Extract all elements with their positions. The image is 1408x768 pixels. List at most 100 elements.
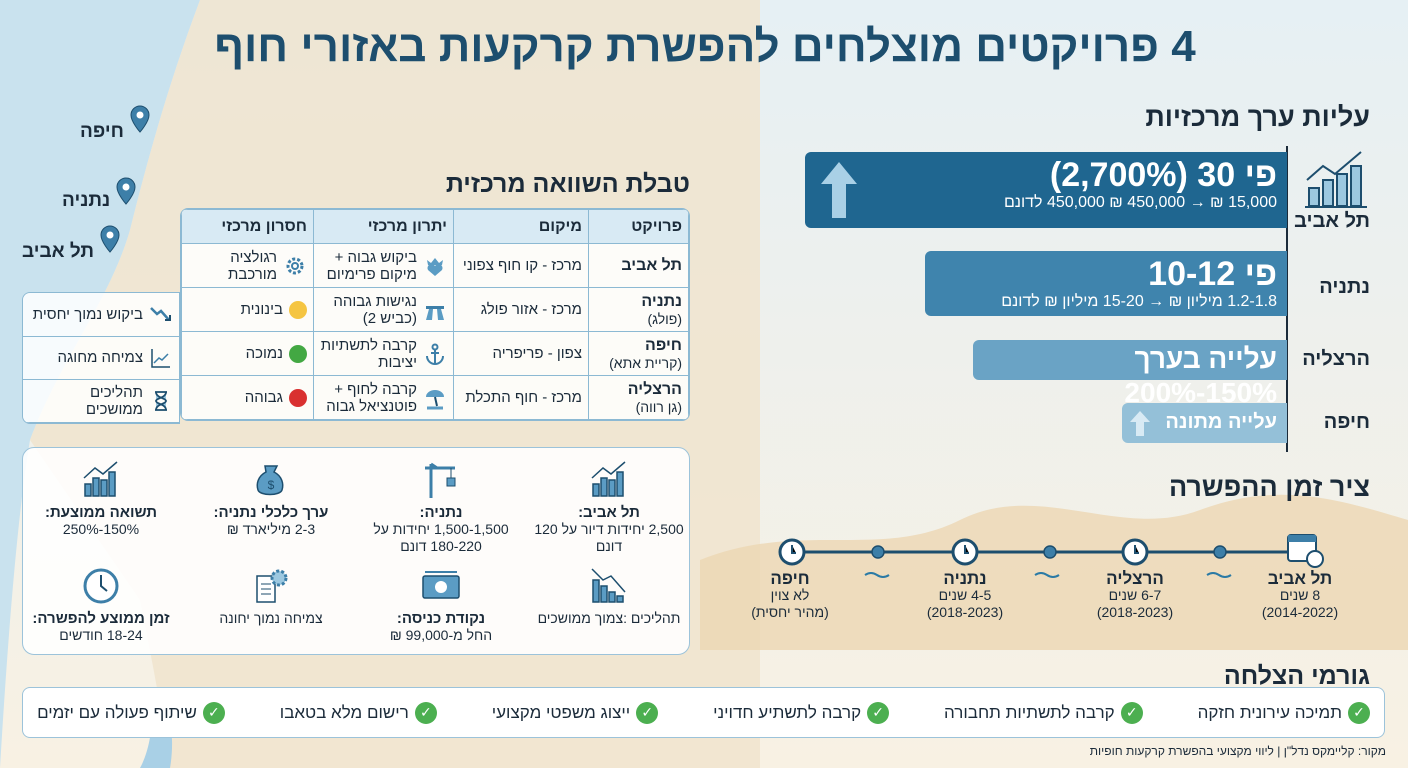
cell-location: מרכז - אזור פולג [453, 287, 589, 332]
check-icon: ✓ [414, 701, 437, 724]
timeline-item: נתניה 4-5 שנים (2018-2023) [926, 569, 1004, 620]
map-pin-tel-aviv: תל אביב [22, 215, 122, 263]
timeline-dot [1213, 545, 1227, 559]
cell-project: חיפה (קריית אתא) [588, 331, 689, 376]
stat-item: זמן ממוצע להפשרה: 18-24 חודשים [21, 566, 181, 644]
hourglass-icon [155, 390, 167, 411]
crane-icon [425, 462, 456, 498]
success-factor: ✓ ייצוג משפטי מקצועי [492, 701, 659, 724]
table-row: הרצליה (גן רווה) מרכז - חוף התכלת קרבה לח… [181, 375, 689, 420]
trend-down-icon [150, 307, 171, 322]
status-dot-icon [289, 300, 307, 319]
highway-icon [426, 305, 444, 320]
success-factor: ✓ רישום מלא בטאבו [280, 701, 437, 724]
success-factor: ✓ שיתוף פעולה עם יזמים [37, 701, 225, 724]
header-project: פרויקט [588, 209, 689, 244]
header-disadvantage: חסרון מרכזי [181, 209, 314, 244]
bar-chart-up-icon [83, 461, 118, 497]
crown-heart-icon [427, 257, 443, 276]
extra-row: ביקוש נמוך יחסית [23, 293, 179, 337]
timeline-axis [778, 534, 1324, 578]
map-pin-haifa: חיפה [80, 95, 152, 143]
stat-item: תהליכים :צמוך ממושכים [529, 566, 689, 627]
svg-text:$: $ [268, 478, 275, 492]
bar-city-label: הרצליה [1302, 348, 1370, 370]
cell-disadvantage: נמוכה [181, 331, 314, 376]
check-icon: ✓ [867, 701, 890, 724]
success-factor: ✓ תמיכה עירונית חזקה [1198, 701, 1370, 724]
timeline-dot [871, 545, 885, 559]
arrow-up-icon [821, 162, 857, 218]
arrow-up-icon [1130, 411, 1150, 436]
cell-advantage: קרבה לתשתיות יציבות [313, 331, 454, 376]
timeline-title: ציר זמן ההפשרה [1168, 472, 1370, 502]
factors-title: גורמי הצלחה [1223, 662, 1370, 690]
stat-item: נתניה: 1,500-1,500 יחידות על 180-220 דונם [361, 460, 521, 555]
stat-item: תל אביב: 2,500 יחידות דיור על 120 דונם [529, 460, 689, 555]
cell-location: מרכז - חוף התכלת [453, 375, 589, 420]
bar-chart-up-icon [591, 461, 626, 497]
anchor-icon [426, 343, 444, 365]
value-bar: עלייה מתונה [1122, 403, 1287, 443]
cell-disadvantage: רגולציה מורכבת [181, 243, 314, 288]
header-advantage: יתרון מרכזי [313, 209, 454, 244]
check-icon: ✓ [1348, 701, 1370, 724]
timeline-item: חיפה לא צוין (מהיר יחסית) [751, 569, 829, 620]
value-rise-title: עליות ערך מרכזיות [1145, 102, 1370, 132]
cell-location: מרכז - קו חוף צפוני [453, 243, 589, 288]
bar-chart-down-icon [591, 568, 626, 603]
timeline-dot [1043, 545, 1057, 559]
extra-row: צמיחה מחוגה [23, 336, 179, 380]
stat-item: תשואה ממוצעת: 150%-250% [21, 460, 181, 538]
page-title: 4 פרויקטים מוצלחים להפשרת קרקעות באזורי … [214, 22, 1196, 71]
table-row: נתניה (פולג) מרכז - אזור פולג נגישות גבוה… [181, 287, 689, 332]
calendar-icon [1287, 534, 1324, 568]
status-dot-icon [289, 388, 307, 407]
banknote-icon [422, 571, 460, 599]
extra-row: תהליכים ממושכים [23, 379, 179, 423]
status-dot-icon [289, 344, 307, 363]
map-pin-icon [100, 225, 120, 253]
extra-column: ביקוש נמוך יחסית צמיחה מחוגה תהליכים ממושכ… [22, 292, 180, 424]
table-title: טבלת השוואה מרכזית [445, 170, 690, 198]
success-factors-list: ✓ תמיכה עירונית חזקה ✓ קרבה לתשתיות תחבורה ✓… [22, 687, 1385, 738]
value-axis [1286, 146, 1288, 452]
document-gear-icon [256, 569, 288, 603]
success-factor: ✓ קרבה לתשתיע חדויני [713, 701, 890, 724]
table-row: חיפה (קריית אתא) צפון - פריפריה קרבה לתשת… [181, 331, 689, 376]
bar-chart-up-icon [1305, 151, 1367, 208]
check-icon: ✓ [636, 701, 659, 724]
cell-location: צפון - פריפריה [453, 331, 589, 376]
value-bar: פי 10-12 1.2-1.8 מיליון ₪ → 15-20 מיליון… [925, 251, 1287, 316]
cell-project: נתניה (פולג) [588, 287, 689, 332]
check-icon: ✓ [202, 701, 225, 724]
stat-item: צמיחה נמוך יחונה [191, 566, 351, 627]
source-note: מקור: קליימקס נדל"ן | ליווי מקצועי בהפשר… [1089, 744, 1386, 758]
comparison-table: פרויקט מיקום יתרון מרכזי חסרון מרכזי תל … [180, 208, 690, 421]
cell-advantage: קרבה לחוף + פוטנציאל גבוה [313, 375, 454, 420]
cell-advantage: ביקוש גבוה + מיקום פרימיום [313, 243, 454, 288]
cell-disadvantage: גבוהה [181, 375, 314, 420]
stat-item: נקודת כניסה: החל מ-99,000 ₪ [361, 566, 521, 644]
clock-icon [83, 568, 119, 604]
beach-umbrella-icon [426, 389, 444, 409]
header-location: מיקום [453, 209, 589, 244]
cell-project: הרצליה (גן רווה) [588, 375, 689, 420]
bar-city-label: תל אביב [1294, 210, 1370, 232]
gear-icon [286, 257, 304, 274]
table-header-row: פרויקט מיקום יתרון מרכזי חסרון מרכזי [181, 209, 689, 244]
table-row: תל אביב מרכז - קו חוף צפוני ביקוש גבוה +… [181, 243, 689, 288]
line-chart-icon [151, 348, 170, 368]
timeline-item: הרצליה 6-7 שנים (2018-2023) [1096, 569, 1174, 620]
bar-city-label: חיפה [1323, 411, 1370, 433]
map-pin-icon [130, 105, 150, 133]
cell-advantage: נגישות גבוהה (כביש 2) [313, 287, 454, 332]
success-factor: ✓ קרבה לתשתיות תחבורה [944, 701, 1143, 724]
value-bar: פי 30 (2,700%) 15,000 ₪ → 450,000 ₪ 450,… [805, 152, 1287, 228]
money-bag-icon: $ [256, 465, 284, 496]
key-stats-panel: תשואה ממוצעת: 150%-250% $ ערך כלכלי נתניה: 2… [22, 447, 690, 655]
bar-city-label: נתניה [1319, 276, 1370, 298]
map-pin-netanya: נתניה [62, 170, 138, 212]
map-pin-icon [116, 177, 136, 205]
stat-item: $ ערך כלכלי נתניה: 2-3 מיליארד ₪ [191, 460, 351, 538]
